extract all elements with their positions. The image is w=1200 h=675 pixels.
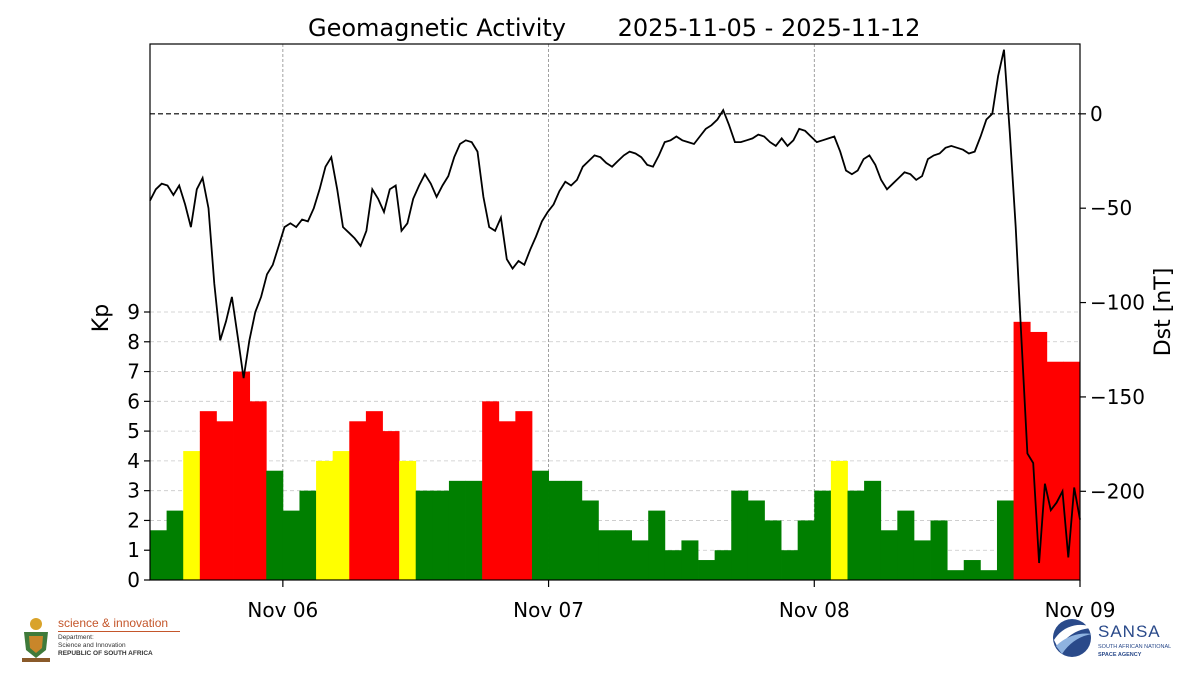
kp-bar xyxy=(930,520,948,580)
kp-bar xyxy=(1046,361,1064,580)
kp-tick-label: 1 xyxy=(127,538,140,562)
kp-bar xyxy=(233,371,251,580)
kp-tick-label: 4 xyxy=(127,449,140,473)
kp-bar xyxy=(498,421,516,580)
kp-bar xyxy=(980,570,998,580)
kp-tick-label: 2 xyxy=(127,508,140,532)
kp-bar xyxy=(598,530,616,580)
kp-bar xyxy=(482,401,500,580)
chart-date-range: 2025-11-05 - 2025-11-12 xyxy=(618,14,921,42)
dst-line xyxy=(149,49,1081,564)
kp-bar xyxy=(1013,321,1031,580)
kp-bar xyxy=(996,500,1014,580)
dsi-logo: science & innovation Department: Science… xyxy=(18,614,180,666)
kp-bar xyxy=(531,470,549,580)
kp-bar xyxy=(963,560,981,580)
dsi-logo-line2: Science and Innovation xyxy=(58,642,126,649)
kp-bar xyxy=(382,431,400,580)
coat-of-arms-icon xyxy=(22,618,50,662)
kp-tick-label: 8 xyxy=(127,330,140,354)
kp-axis-label: Kp xyxy=(89,304,114,332)
kp-bar xyxy=(316,460,334,580)
sansa-logo-line2: SPACE AGENCY xyxy=(1098,652,1142,658)
kp-bar xyxy=(565,480,583,580)
kp-bar xyxy=(764,520,782,580)
x-tick-label: Nov 06 xyxy=(247,598,318,622)
kp-bar xyxy=(183,451,201,580)
kp-bar xyxy=(847,490,865,580)
kp-bar xyxy=(399,460,417,580)
kp-tick-label: 3 xyxy=(127,479,140,503)
kp-bar xyxy=(299,490,317,580)
x-tick-label: Nov 07 xyxy=(513,598,584,622)
kp-bars xyxy=(150,321,1081,580)
kp-bar xyxy=(548,480,566,580)
kp-tick-label: 5 xyxy=(127,419,140,443)
sansa-logo-name: SANSA xyxy=(1098,622,1161,641)
sansa-logo-line1: SOUTH AFRICAN NATIONAL xyxy=(1098,644,1172,650)
kp-bar xyxy=(282,510,300,580)
kp-tick-label: 9 xyxy=(127,300,140,324)
dst-tick-label: −150 xyxy=(1090,385,1145,409)
dst-polyline xyxy=(149,49,1081,564)
dsi-logo-line3: REPUBLIC OF SOUTH AFRICA xyxy=(58,650,153,657)
kp-bar xyxy=(698,560,716,580)
kp-bar xyxy=(216,421,234,580)
kp-bar xyxy=(432,490,450,580)
x-tick-label: Nov 09 xyxy=(1045,598,1116,622)
kp-bar xyxy=(681,540,699,580)
kp-bar xyxy=(648,510,666,580)
kp-bar xyxy=(249,401,267,580)
dsi-logo-line1: Department: xyxy=(58,634,94,641)
kp-bar xyxy=(880,530,898,580)
kp-bar xyxy=(631,540,649,580)
kp-axis-ticks: 0 1 2 3 4 5 6 7 8 9 xyxy=(127,300,150,592)
dst-axis-label: Dst [nT] xyxy=(1151,268,1176,357)
kp-bar xyxy=(465,480,483,580)
kp-tick-label: 0 xyxy=(127,568,140,592)
kp-bar xyxy=(747,500,765,580)
kp-bar xyxy=(349,421,367,580)
dst-axis-ticks: 0 −50 −100 −150 −200 xyxy=(1080,102,1145,503)
kp-bar xyxy=(515,411,533,580)
kp-tick-label: 7 xyxy=(127,360,140,384)
kp-bar xyxy=(947,570,965,580)
kp-bar xyxy=(797,520,815,580)
kp-bar xyxy=(365,411,383,580)
kp-bar xyxy=(664,550,682,580)
dst-tick-label: −100 xyxy=(1090,291,1145,315)
dst-tick-label: −50 xyxy=(1090,196,1132,220)
kp-bar xyxy=(199,411,217,580)
kp-bar xyxy=(731,490,749,580)
kp-bar xyxy=(332,451,350,580)
kp-bar xyxy=(864,480,882,580)
kp-bar xyxy=(913,540,931,580)
kp-bar xyxy=(166,510,184,580)
kp-bar xyxy=(830,460,848,580)
kp-bar xyxy=(448,480,466,580)
kp-bar xyxy=(897,510,915,580)
kp-bar xyxy=(415,490,433,580)
kp-bar xyxy=(814,490,832,580)
kp-bar xyxy=(150,530,168,580)
kp-bar xyxy=(714,550,732,580)
kp-bar xyxy=(266,470,284,580)
kp-bar xyxy=(581,500,599,580)
kp-bar xyxy=(615,530,633,580)
sansa-swirl-icon xyxy=(1053,619,1094,657)
dsi-logo-main-text: science & innovation xyxy=(58,616,169,630)
sansa-logo: SANSA SOUTH AFRICAN NATIONAL SPACE AGENC… xyxy=(1050,614,1172,666)
dst-tick-label: −200 xyxy=(1090,479,1145,503)
kp-tick-label: 6 xyxy=(127,389,140,413)
kp-bar xyxy=(1063,361,1081,580)
chart-title: Geomagnetic Activity xyxy=(308,14,566,42)
kp-bar xyxy=(781,550,799,580)
dst-tick-label: 0 xyxy=(1090,102,1103,126)
x-tick-label: Nov 08 xyxy=(779,598,850,622)
